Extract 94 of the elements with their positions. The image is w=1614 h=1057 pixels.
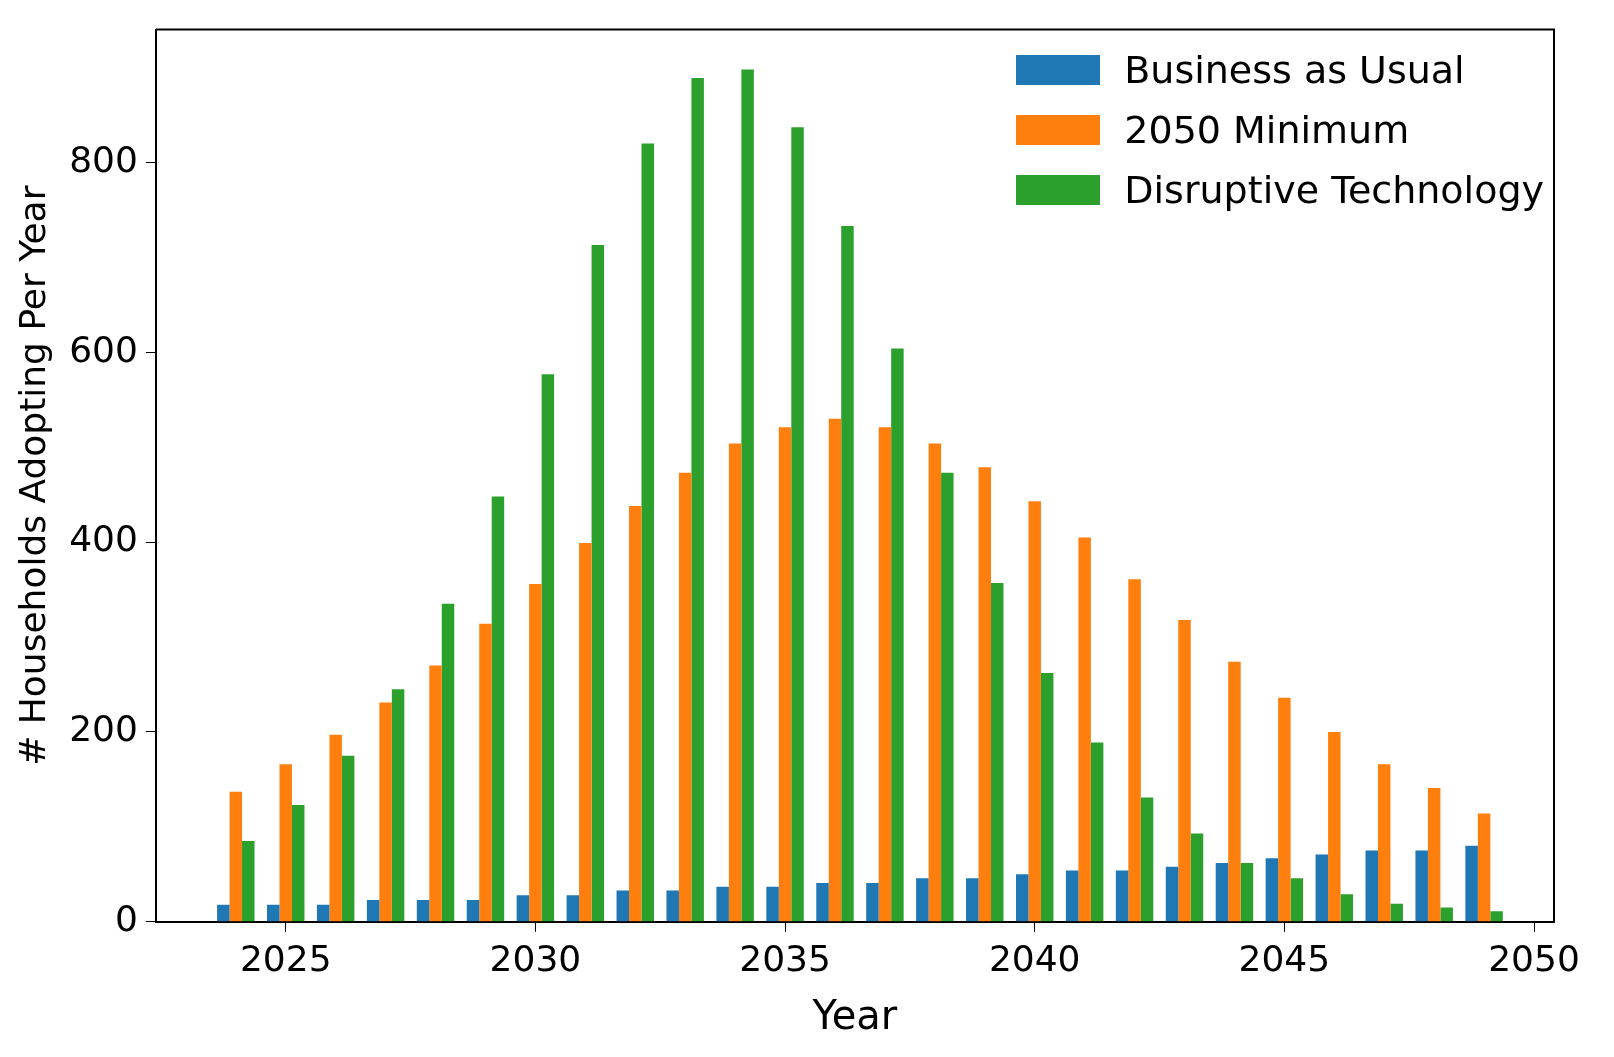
bar <box>928 443 942 922</box>
bar <box>579 543 592 922</box>
legend-label: Business as Usual <box>1124 46 1465 94</box>
bar <box>541 374 555 922</box>
bar <box>1215 862 1229 922</box>
bar <box>866 882 879 922</box>
bar <box>341 755 355 922</box>
bar <box>391 689 405 922</box>
bar <box>429 665 442 922</box>
bar <box>1040 673 1054 922</box>
x-tick-label: 2050 <box>1488 937 1580 979</box>
y-axis-title: # Households Adopting Per Year <box>11 185 53 766</box>
bar <box>529 583 542 922</box>
x-tick-label: 2040 <box>988 937 1081 979</box>
bar <box>641 143 654 922</box>
bar <box>728 443 742 922</box>
x-tick-label: 2030 <box>489 937 582 979</box>
bar <box>441 603 455 922</box>
bar <box>1140 797 1154 922</box>
bar <box>678 472 692 922</box>
bar <box>1065 870 1079 922</box>
bar <box>491 496 505 922</box>
bar <box>416 899 430 922</box>
bar <box>1315 854 1329 922</box>
bar <box>978 467 992 922</box>
bar <box>1178 619 1191 922</box>
bar <box>916 878 929 922</box>
y-tick-label: 200 <box>69 708 138 750</box>
bar <box>941 472 954 922</box>
bar <box>816 882 829 922</box>
bar <box>1015 874 1029 922</box>
y-tick-label: 600 <box>69 328 138 370</box>
bar <box>1190 833 1204 922</box>
bar <box>616 890 630 922</box>
bar <box>891 348 904 922</box>
bar <box>1465 845 1478 922</box>
bar <box>229 791 243 922</box>
bar <box>242 841 255 922</box>
bar <box>666 890 679 922</box>
bar <box>291 805 305 922</box>
bar <box>329 734 342 922</box>
bar <box>1415 850 1428 922</box>
bar <box>1365 850 1378 922</box>
bar <box>716 886 729 922</box>
bar <box>1340 894 1354 922</box>
bar <box>741 69 754 922</box>
bar <box>267 904 280 922</box>
bar <box>1490 911 1503 922</box>
bar <box>1278 697 1291 922</box>
bar <box>516 895 530 922</box>
bar <box>1328 731 1341 922</box>
y-tick-label: 0 <box>115 898 138 940</box>
bar <box>691 78 704 922</box>
bar <box>566 895 580 922</box>
bar <box>1228 661 1241 922</box>
bar <box>1115 870 1129 922</box>
bar <box>279 764 292 922</box>
bar <box>466 899 480 922</box>
bar <box>966 878 979 922</box>
y-tick-label: 400 <box>69 518 138 560</box>
x-tick-label: 2025 <box>239 937 332 979</box>
bar <box>778 427 792 922</box>
bar <box>1290 878 1304 922</box>
bar <box>1165 866 1179 922</box>
bar <box>591 245 605 922</box>
legend-label: Disruptive Technology <box>1124 166 1544 214</box>
bar <box>479 623 492 922</box>
bar <box>1477 813 1491 922</box>
bar <box>366 899 380 922</box>
bar <box>766 886 779 922</box>
x-tick-label: 2045 <box>1238 937 1331 979</box>
bar <box>1377 764 1391 922</box>
legend-label: 2050 Minimum <box>1124 106 1410 154</box>
bar <box>316 904 330 922</box>
y-tick-label: 800 <box>69 138 138 180</box>
x-axis-title: Year <box>811 992 898 1039</box>
bar <box>841 226 854 922</box>
bar <box>1128 579 1141 922</box>
bar <box>1240 862 1254 922</box>
bar <box>217 904 230 922</box>
bar <box>1265 858 1279 922</box>
bar <box>379 702 392 922</box>
bar <box>1440 907 1453 922</box>
bar <box>1028 501 1041 922</box>
bar <box>1427 787 1441 922</box>
bar <box>991 582 1004 922</box>
bar <box>828 418 842 922</box>
bar <box>791 127 804 922</box>
bar <box>1390 903 1403 922</box>
x-tick-label: 2035 <box>739 937 831 979</box>
bar <box>1090 742 1104 922</box>
bar <box>878 427 892 922</box>
bar <box>629 506 642 922</box>
bar <box>1078 537 1091 922</box>
